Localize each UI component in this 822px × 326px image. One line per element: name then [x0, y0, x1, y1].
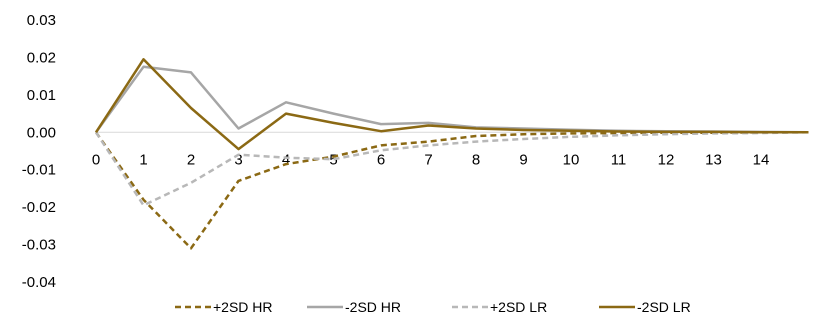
- legend-label: +2SD LR: [490, 299, 547, 315]
- x-tick-label: 7: [424, 151, 432, 168]
- x-tick-label: 8: [472, 151, 480, 168]
- x-tick-label: 5: [329, 151, 337, 168]
- x-tick-label: 3: [234, 151, 242, 168]
- legend-label: +2SD HR: [213, 299, 273, 315]
- legend-label: -2SD LR: [637, 299, 691, 315]
- legend-label: -2SD HR: [345, 299, 401, 315]
- x-tick-label: 6: [377, 151, 385, 168]
- y-axis-tick-labels: 0.03 0.02 0.01 0.00 -0.01 -0.02 -0.03 -0.04: [22, 12, 56, 291]
- x-tick-label: 11: [611, 151, 627, 168]
- x-tick-label: 14: [753, 151, 770, 168]
- series-line: [94, 131, 809, 250]
- y-tick-label: 0.02: [27, 49, 56, 66]
- series-line: [94, 58, 809, 151]
- x-tick-label: 2: [187, 151, 195, 168]
- series-lines: [94, 58, 809, 250]
- x-tick-label: 13: [705, 151, 722, 168]
- x-tick-label: 1: [139, 151, 147, 168]
- x-tick-label: 9: [519, 151, 527, 168]
- x-axis-tick-labels: 0 1 2 3 4 5 6 7 8 9 10 11 12 13 14: [92, 151, 770, 168]
- legend: +2SD HR -2SD HR +2SD LR -2SD LR: [175, 299, 691, 315]
- y-tick-label: -0.03: [22, 237, 56, 254]
- y-tick-label: 0.03: [27, 12, 56, 29]
- y-tick-label: 0.00: [27, 124, 56, 141]
- x-tick-label: 0: [92, 151, 100, 168]
- y-tick-label: 0.01: [27, 87, 56, 104]
- y-tick-label: -0.02: [22, 199, 56, 216]
- y-tick-label: -0.01: [22, 162, 56, 179]
- x-tick-label: 10: [563, 151, 580, 168]
- x-tick-label: 12: [658, 151, 675, 168]
- series-line: [94, 131, 809, 207]
- x-tick-label: 4: [282, 151, 290, 168]
- series-line: [94, 65, 809, 134]
- y-tick-label: -0.04: [22, 274, 56, 291]
